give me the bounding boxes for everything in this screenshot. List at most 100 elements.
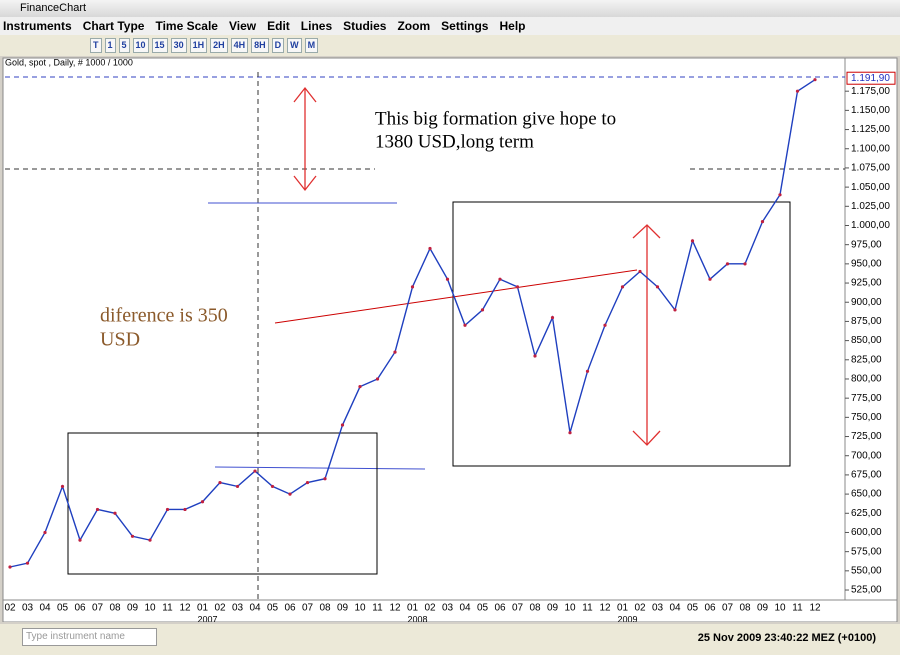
x-tick-label: 02 [424,603,436,614]
x-tick-label: 04 [39,603,51,614]
x-tick-label: 10 [564,603,576,614]
y-tick-label: 1.025,00 [851,201,890,212]
price-point [428,246,432,251]
toolbar-button[interactable]: D [271,38,285,53]
price-point [253,469,257,473]
y-tick-label: 1.150,00 [851,105,890,116]
y-tick-label: 1.100,00 [851,143,890,154]
toolbar-button[interactable]: 1H [189,38,208,53]
x-tick-label: 11 [792,603,803,614]
price-point [585,369,590,373]
y-tick-label: 800,00 [851,374,882,385]
x-tick-label: 11 [162,603,173,614]
menu-item[interactable]: Instruments [3,19,72,33]
x-tick-label: 03 [22,603,34,614]
toolbar-button[interactable]: 15 [151,38,168,53]
y-tick-label: 1.075,00 [851,163,890,174]
price-point [358,385,362,389]
menu-item[interactable]: Zoom [397,19,431,33]
price-point [445,277,450,281]
last-price-label: 1.191,90 [851,73,890,84]
x-tick-label: 01 [617,603,629,614]
menu-item[interactable]: Chart Type [82,19,145,33]
menu-item[interactable]: View [228,19,257,33]
x-tick-label: 12 [179,603,191,614]
toolbar-button[interactable]: T [90,38,102,53]
x-tick-label: 06 [704,603,716,614]
price-point [218,480,222,485]
price-point [148,538,152,542]
menu-item[interactable]: Help [499,19,526,33]
toolbar-button[interactable]: W [287,38,302,53]
x-tick-label: 04 [249,603,261,614]
y-tick-label: 1.050,00 [851,182,890,193]
x-tick-label: 07 [302,603,314,614]
y-tick-label: 900,00 [851,297,882,308]
price-point [725,262,730,266]
toolbar-button[interactable]: 8H [251,38,269,53]
y-tick-label: 625,00 [851,508,882,519]
price-point [375,377,380,381]
x-tick-label: 02 [634,603,646,614]
x-tick-label: 08 [529,603,541,614]
price-point [463,323,467,327]
x-tick-label: 05 [57,603,69,614]
x-tick-label: 11 [582,603,593,614]
search-input[interactable]: Type instrument name [22,628,157,646]
price-point [620,285,625,289]
price-point [340,423,345,427]
annotation: This big formation give hope to [375,108,616,129]
price-point [760,220,765,224]
y-tick-label: 875,00 [851,316,882,327]
toolbar-button[interactable]: 30 [170,38,187,53]
toolbar-button[interactable]: 5 [118,38,130,53]
toolbar-button[interactable]: 2H [210,38,228,53]
menu-item[interactable]: Time Scale [155,19,218,33]
status-datetime: 25 Nov 2009 23:40:22 MEZ (+0100) [697,632,876,644]
toolbar-button[interactable]: 4H [230,38,249,53]
y-tick-label: 725,00 [851,431,882,442]
y-tick-label: 575,00 [851,546,882,557]
menu-item[interactable]: Studies [343,19,387,33]
price-point [515,285,520,289]
x-tick-label: 06 [284,603,296,614]
menu-item[interactable]: Settings [441,19,489,33]
annotation: USD [100,329,140,351]
x-tick-label: 05 [687,603,699,614]
box [452,201,791,467]
y-tick-label: 975,00 [851,239,882,250]
toolbar-button[interactable]: 10 [132,38,149,53]
year-label: 2008 [407,614,427,622]
price-point [778,193,782,197]
chart: Gold, spot , Daily, # 1000 / 1000 This b… [2,57,898,622]
price-point [200,500,205,504]
price-point [60,484,65,489]
price-point [78,538,82,542]
toolbar-button[interactable]: 1 [104,38,116,53]
price-point [533,354,537,358]
menu-bar: Instruments Chart Type Time Scale View Edit L… [0,17,900,35]
menu-item[interactable]: Edit [267,19,290,33]
x-tick-label: 07 [92,603,104,614]
x-tick-label: 03 [442,603,454,614]
price-point [183,507,187,512]
x-tick-label: 02 [4,603,16,614]
price-point [165,507,170,512]
x-tick-label: 09 [337,603,349,614]
price-point [673,308,677,312]
x-tick-label: 09 [757,603,769,614]
price-point [550,315,555,320]
x-tick-label: 04 [669,603,681,614]
chart-subtitle: Gold, spot , Daily, # 1000 / 1000 [5,57,133,67]
price-point [323,477,327,481]
toolbar-button[interactable]: M [304,38,319,53]
x-tick-label: 03 [232,603,244,614]
menu-item[interactable]: Lines [300,19,333,33]
price-point [708,277,712,281]
price-point [270,484,275,489]
x-tick-label: 07 [512,603,524,614]
y-tick-label: 650,00 [851,489,882,500]
x-tick-label: 06 [74,603,86,614]
price-point [655,285,660,289]
x-tick-label: 08 [319,603,331,614]
